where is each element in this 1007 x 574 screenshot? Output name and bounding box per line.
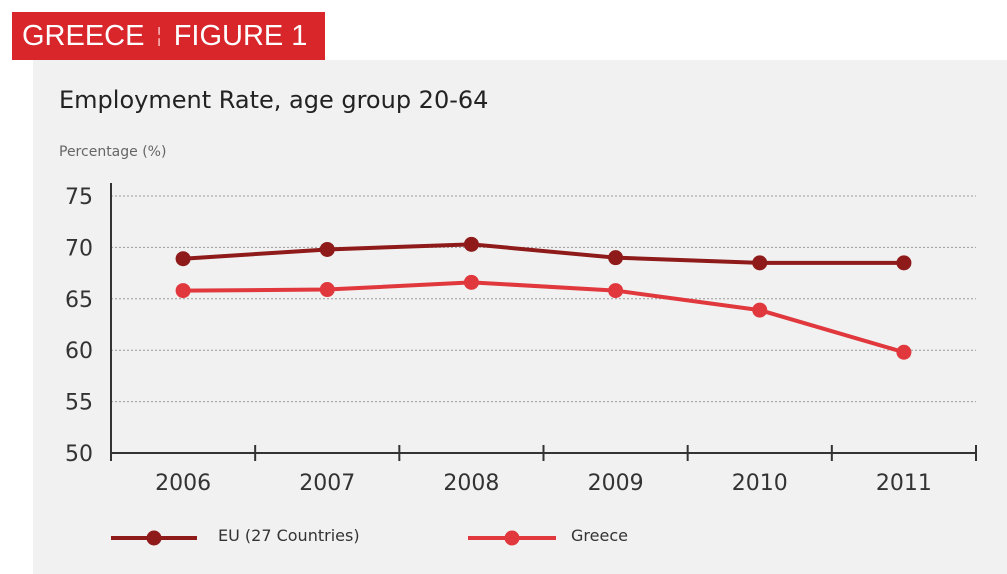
y-tick-label: 60 <box>65 339 93 364</box>
x-tick-label: 2009 <box>588 471 644 496</box>
y-tick-label: 65 <box>65 288 93 313</box>
x-tick-label: 2007 <box>299 471 355 496</box>
y-tick-label: 55 <box>65 391 93 416</box>
data-point-greece <box>896 345 911 360</box>
data-point-greece <box>752 303 767 318</box>
data-point-eu <box>464 237 479 252</box>
data-point-eu <box>752 255 767 270</box>
data-point-eu <box>176 251 191 266</box>
legend-marker-greece-dot <box>505 531 520 546</box>
x-tick-label: 2006 <box>155 471 211 496</box>
data-point-greece <box>176 283 191 298</box>
y-tick-label: 75 <box>65 185 93 210</box>
y-tick-label: 50 <box>65 442 93 467</box>
x-tick-label: 2010 <box>732 471 788 496</box>
data-point-greece <box>320 282 335 297</box>
y-tick-label: 70 <box>65 236 93 261</box>
legend-label-eu: EU (27 Countries) <box>218 526 360 545</box>
legend-marker-eu-dot <box>147 531 162 546</box>
x-tick-label: 2008 <box>443 471 499 496</box>
x-tick-label: 2011 <box>876 471 932 496</box>
legend-label-greece: Greece <box>571 526 628 545</box>
data-point-greece <box>464 275 479 290</box>
data-point-eu <box>608 250 623 265</box>
data-point-eu <box>320 242 335 257</box>
series-line-greece <box>183 282 904 352</box>
data-point-eu <box>896 255 911 270</box>
data-point-greece <box>608 283 623 298</box>
